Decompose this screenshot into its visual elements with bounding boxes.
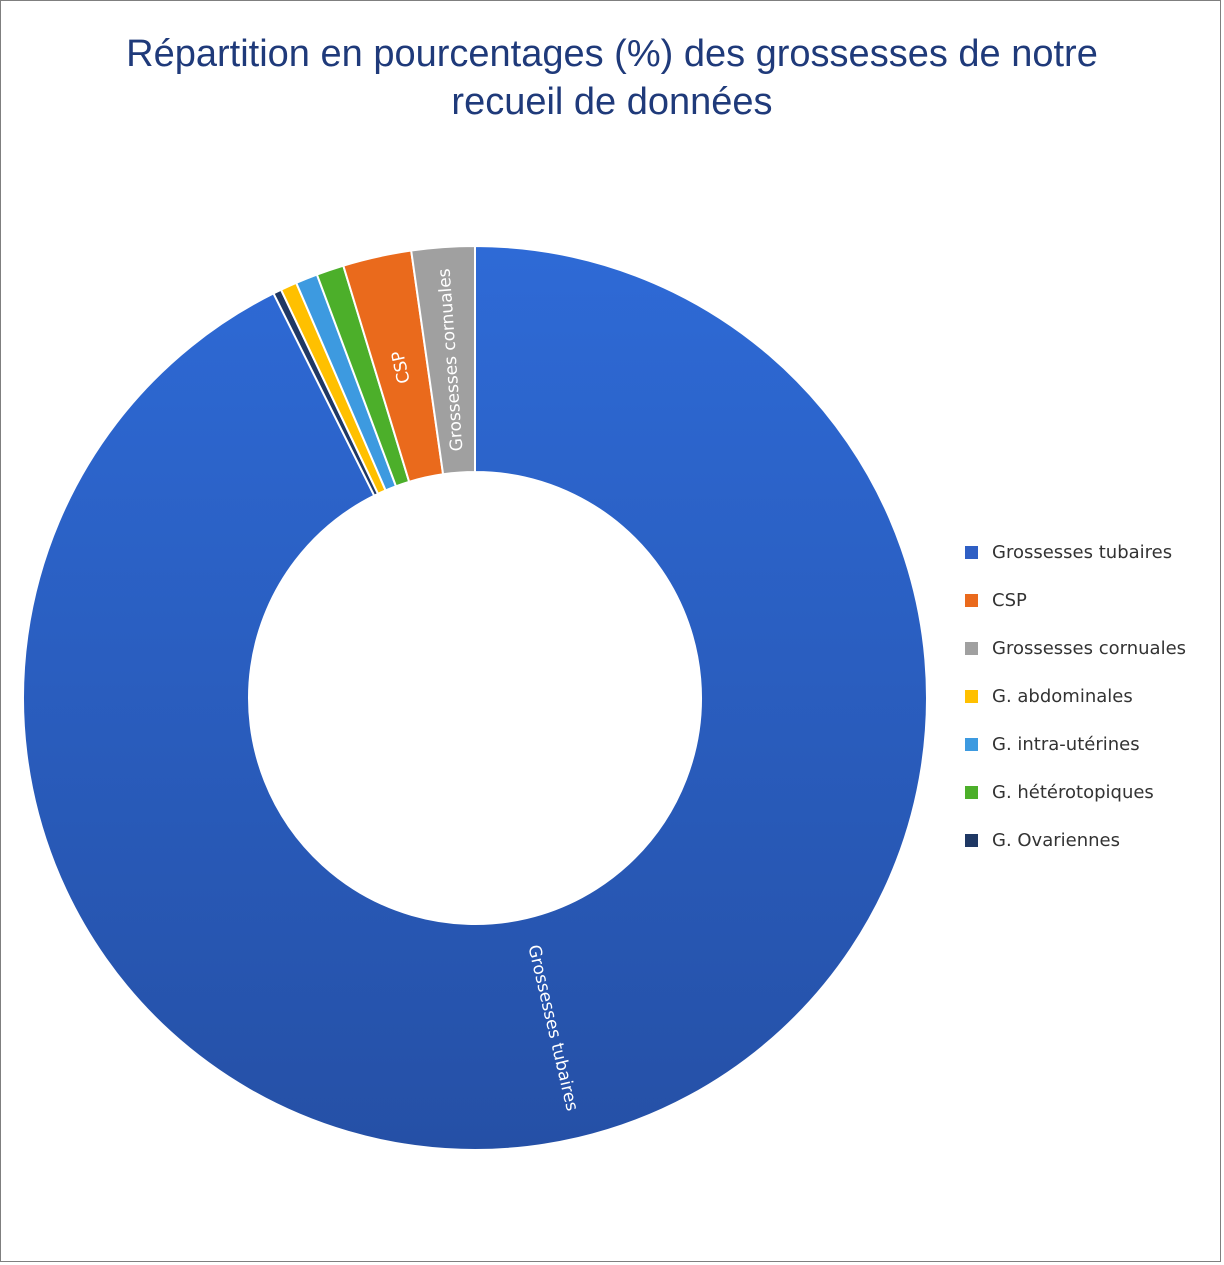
legend-swatch	[965, 545, 978, 559]
legend-label: G. intra-utérines	[992, 733, 1140, 755]
legend-swatch	[965, 785, 978, 799]
legend-item-g-abdominales: G. abdominales	[965, 684, 1186, 708]
donut-slices	[22, 244, 928, 1151]
legend-label: Grossesses cornuales	[992, 637, 1187, 659]
legend-label: CSP	[992, 589, 1027, 611]
legend-swatch	[965, 833, 978, 847]
legend-item-csp: CSP	[965, 588, 1186, 612]
legend-label: G. Ovariennes	[992, 829, 1120, 851]
slice-grossesses-tubaires	[22, 244, 928, 1151]
legend-label: G. hétérotopiques	[992, 781, 1154, 803]
chart-title-line-1: Répartition en pourcentages (%) des gros…	[126, 33, 1098, 75]
legend-label: Grossesses tubaires	[992, 541, 1173, 563]
legend-item-g-heterotopiques: G. hétérotopiques	[965, 780, 1186, 804]
legend-label: G. abdominales	[992, 685, 1133, 707]
legend-item-g-intra-uterines: G. intra-utérines	[965, 732, 1186, 756]
chart-legend: Grossesses tubaires CSP Grossesses cornual…	[965, 540, 1186, 876]
slice-grossesses-cornuales	[410, 244, 476, 476]
legend-swatch	[965, 593, 978, 607]
legend-item-g-ovariennes: G. Ovariennes	[965, 828, 1186, 852]
legend-swatch	[965, 737, 978, 751]
chart-title-line-2: recueil de données	[451, 81, 773, 123]
legend-swatch	[965, 689, 978, 703]
chart-title: Répartition en pourcentages (%) des gros…	[40, 30, 1184, 126]
legend-item-grossesses-tubaires: Grossesses tubaires	[965, 540, 1186, 564]
legend-item-grossesses-cornuales: Grossesses cornuales	[965, 636, 1186, 660]
legend-swatch	[965, 641, 978, 655]
